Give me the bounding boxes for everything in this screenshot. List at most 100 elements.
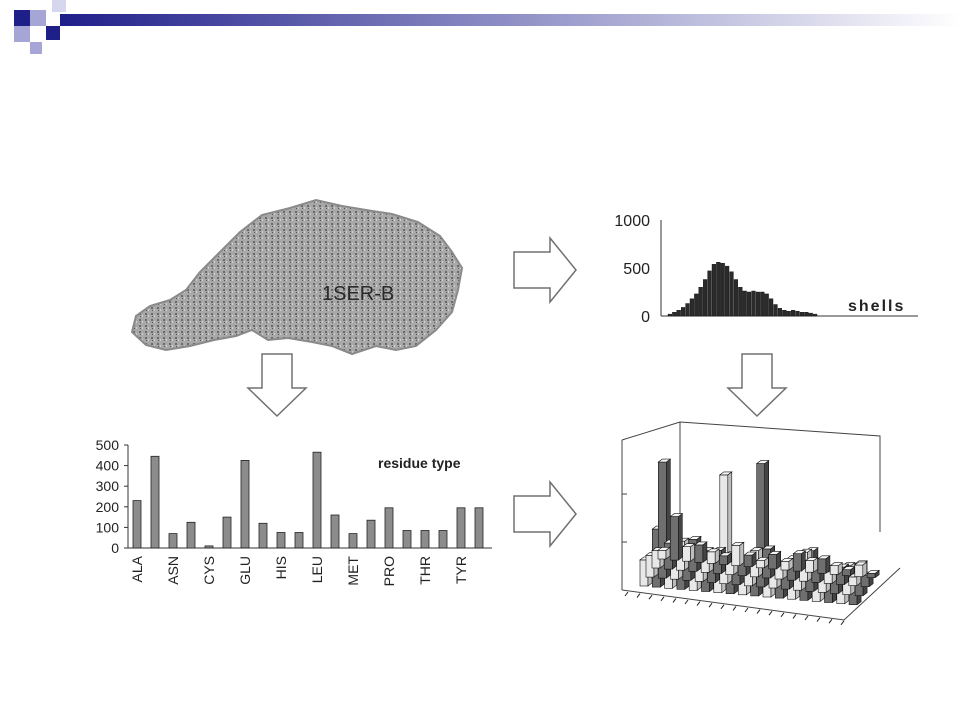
arrow-right-bottom-icon (513, 479, 577, 549)
bar3d-floor-tick (792, 614, 797, 619)
residue-y-tick-label: 100 (96, 519, 120, 535)
bar3d-bar-side (801, 550, 806, 572)
bar3d-floor-tick (672, 598, 677, 603)
bar3d-bar-top (688, 536, 702, 540)
bar3d-bar-top (866, 570, 880, 574)
shells-bar (667, 313, 672, 317)
bar3d-floor-tick (720, 604, 725, 610)
shells-bar (751, 290, 756, 317)
shells-bar (676, 310, 681, 317)
shells-bar (808, 312, 813, 317)
residue-bar (204, 545, 214, 549)
bar3d-floor-tick (732, 606, 737, 611)
protein-label: 1SER-B (322, 283, 394, 305)
shells-bar (681, 307, 686, 317)
shells-bar (764, 293, 769, 317)
residue-bar (258, 522, 268, 549)
residue-bar (384, 507, 394, 549)
bar3d-bar-top (761, 545, 776, 550)
bar3d-bar-side (678, 513, 683, 561)
residue-x-tick-label: THR (417, 556, 433, 585)
bar3d-bar-top (743, 551, 757, 556)
bar3d-bar-top (817, 555, 831, 560)
bar3d-floor-tick (708, 602, 713, 608)
bar3d-bar (805, 560, 814, 573)
bar3d-bar-top (749, 547, 764, 551)
banner-square-navy (14, 10, 30, 26)
shells-bar (791, 310, 796, 317)
residue-x-tick-label: ALA (129, 555, 145, 582)
bar3d-floor-tick (780, 612, 785, 618)
residue-y-tick-label: 400 (96, 458, 120, 474)
bar3d-floor-tick (768, 610, 773, 616)
residue-bar (330, 514, 340, 549)
shells-bar (725, 265, 730, 317)
residue-bar (186, 521, 196, 549)
shells-y-tick-label: 500 (623, 261, 650, 278)
bar3d-bar (792, 553, 802, 572)
bar3d-bar (780, 560, 790, 571)
bar3d-bar (768, 554, 778, 570)
residue-bar (402, 530, 412, 549)
bar3d-bar-top (706, 548, 721, 553)
bar3d-bar (743, 554, 753, 567)
bar3d-bar (756, 560, 765, 569)
shells-bar (689, 298, 694, 317)
bar3d-bar (842, 569, 851, 576)
bar3d-bar-side (739, 541, 745, 567)
shells-y-tick-label: 1000 (614, 213, 650, 230)
bar3d-bar-top (681, 543, 696, 547)
residue-y-tick-label: 0 (111, 540, 119, 556)
shells-bar (804, 312, 809, 317)
residue-x-tick-label: ASN (165, 556, 181, 585)
bar3d-floor-tick (828, 618, 833, 624)
shells-bar (786, 311, 791, 317)
shells-bar (694, 293, 699, 317)
bar3d-floor-tick (636, 593, 641, 598)
residue-y-tick-label: 500 (96, 437, 120, 453)
bar3d-bar (829, 565, 839, 575)
arrow-down-right-icon (726, 353, 788, 418)
bar3d-floor-tick (648, 594, 653, 600)
shells-bar (698, 287, 703, 317)
bar3d-bar-top (669, 513, 684, 517)
shells-bar (742, 290, 747, 317)
bar3d-bar (731, 544, 741, 566)
arrow-right-top-icon (513, 235, 577, 305)
residue-bar (132, 500, 142, 549)
residue-bar (150, 455, 160, 549)
shells-bar (795, 311, 800, 317)
residue-bar (420, 530, 430, 549)
bar3d-bar (669, 516, 679, 561)
residue-bar (312, 451, 322, 549)
shells-bar (738, 287, 743, 317)
arrow-down-left-icon (246, 353, 308, 418)
bar3d-bar (848, 576, 858, 586)
residue-bar (294, 532, 304, 549)
bar3d-bar (706, 551, 716, 564)
bar3d-bar (854, 564, 864, 577)
residue-x-tick-label: MET (345, 556, 361, 586)
shells-bar (716, 262, 721, 317)
residue-bar (168, 533, 178, 549)
bar3d-floor-tick (744, 607, 749, 613)
bar3d-floor-tick (684, 599, 689, 605)
bar3d-floor-tick (660, 596, 665, 602)
residue-x-tick-label: CYS (201, 556, 217, 585)
shells-bar (707, 270, 712, 317)
shells-bar (733, 279, 738, 317)
bar3d-bar-top (730, 542, 745, 546)
bar3d-floor-tick (696, 601, 701, 606)
residue-x-tick-label: LEU (309, 556, 325, 583)
residue-bar (474, 507, 484, 549)
shells-bar (773, 304, 778, 317)
bar3d-bar (817, 558, 827, 574)
bar3d-floor-tick (624, 591, 629, 597)
residue-y-tick-label: 200 (96, 499, 120, 515)
bar3d-bar-top (792, 550, 807, 554)
bar3d-bar-top (694, 541, 708, 546)
